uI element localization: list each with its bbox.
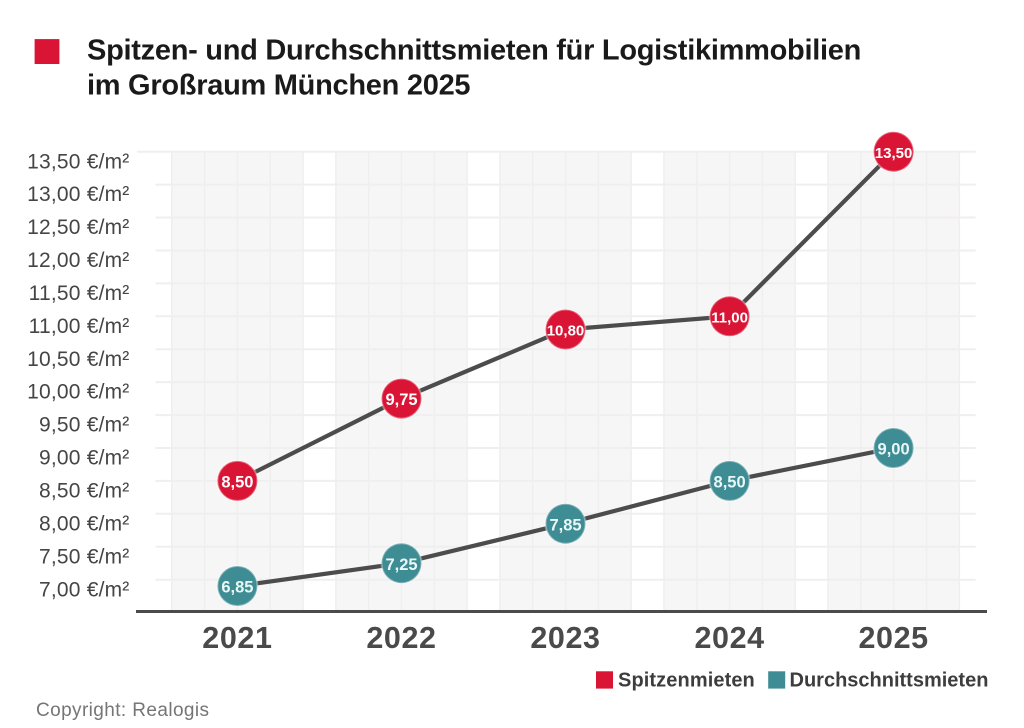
svg-text:13,00 €/m²: 13,00 €/m² [27,183,129,206]
svg-text:10,00 €/m²: 10,00 €/m² [27,381,129,404]
svg-text:11,00 €/m²: 11,00 €/m² [29,315,130,338]
svg-text:9,00: 9,00 [878,441,910,459]
svg-text:9,00 €/m²: 9,00 €/m² [39,447,130,470]
svg-text:13,50: 13,50 [875,145,913,162]
svg-text:8,50: 8,50 [221,474,253,492]
svg-text:2024: 2024 [694,621,764,655]
svg-text:13,50 €/m²: 13,50 €/m² [27,150,129,173]
svg-text:7,25: 7,25 [385,556,417,574]
svg-text:11,50 €/m²: 11,50 €/m² [29,282,130,305]
svg-text:12,00 €/m²: 12,00 €/m² [27,249,129,272]
svg-text:12,50 €/m²: 12,50 €/m² [27,216,129,239]
svg-text:8,50 €/m²: 8,50 €/m² [39,480,130,503]
svg-text:7,85: 7,85 [549,516,581,534]
svg-text:6,85: 6,85 [221,579,253,597]
svg-text:8,50: 8,50 [714,474,746,492]
svg-text:10,50 €/m²: 10,50 €/m² [27,348,129,371]
svg-text:Spitzenmieten: Spitzenmieten [618,670,755,692]
svg-text:2025: 2025 [858,621,928,655]
svg-text:2021: 2021 [202,621,272,655]
svg-text:7,50 €/m²: 7,50 €/m² [39,545,130,568]
svg-text:Copyright: Realogis: Copyright: Realogis [36,700,209,721]
svg-text:9,75: 9,75 [385,391,417,409]
svg-text:7,00 €/m²: 7,00 €/m² [39,578,130,601]
svg-text:im Großraum München 2025: im Großraum München 2025 [87,70,470,102]
svg-text:11,00: 11,00 [711,309,748,326]
svg-text:10,80: 10,80 [547,323,585,340]
svg-text:2023: 2023 [530,621,600,655]
svg-text:Spitzen- und Durchschnittsmiet: Spitzen- und Durchschnittsmieten für Log… [87,35,861,67]
svg-text:8,00 €/m²: 8,00 €/m² [39,512,130,535]
svg-text:9,50 €/m²: 9,50 €/m² [39,414,130,437]
svg-text:2022: 2022 [366,621,436,655]
svg-text:Durchschnittsmieten: Durchschnittsmieten [790,670,989,692]
